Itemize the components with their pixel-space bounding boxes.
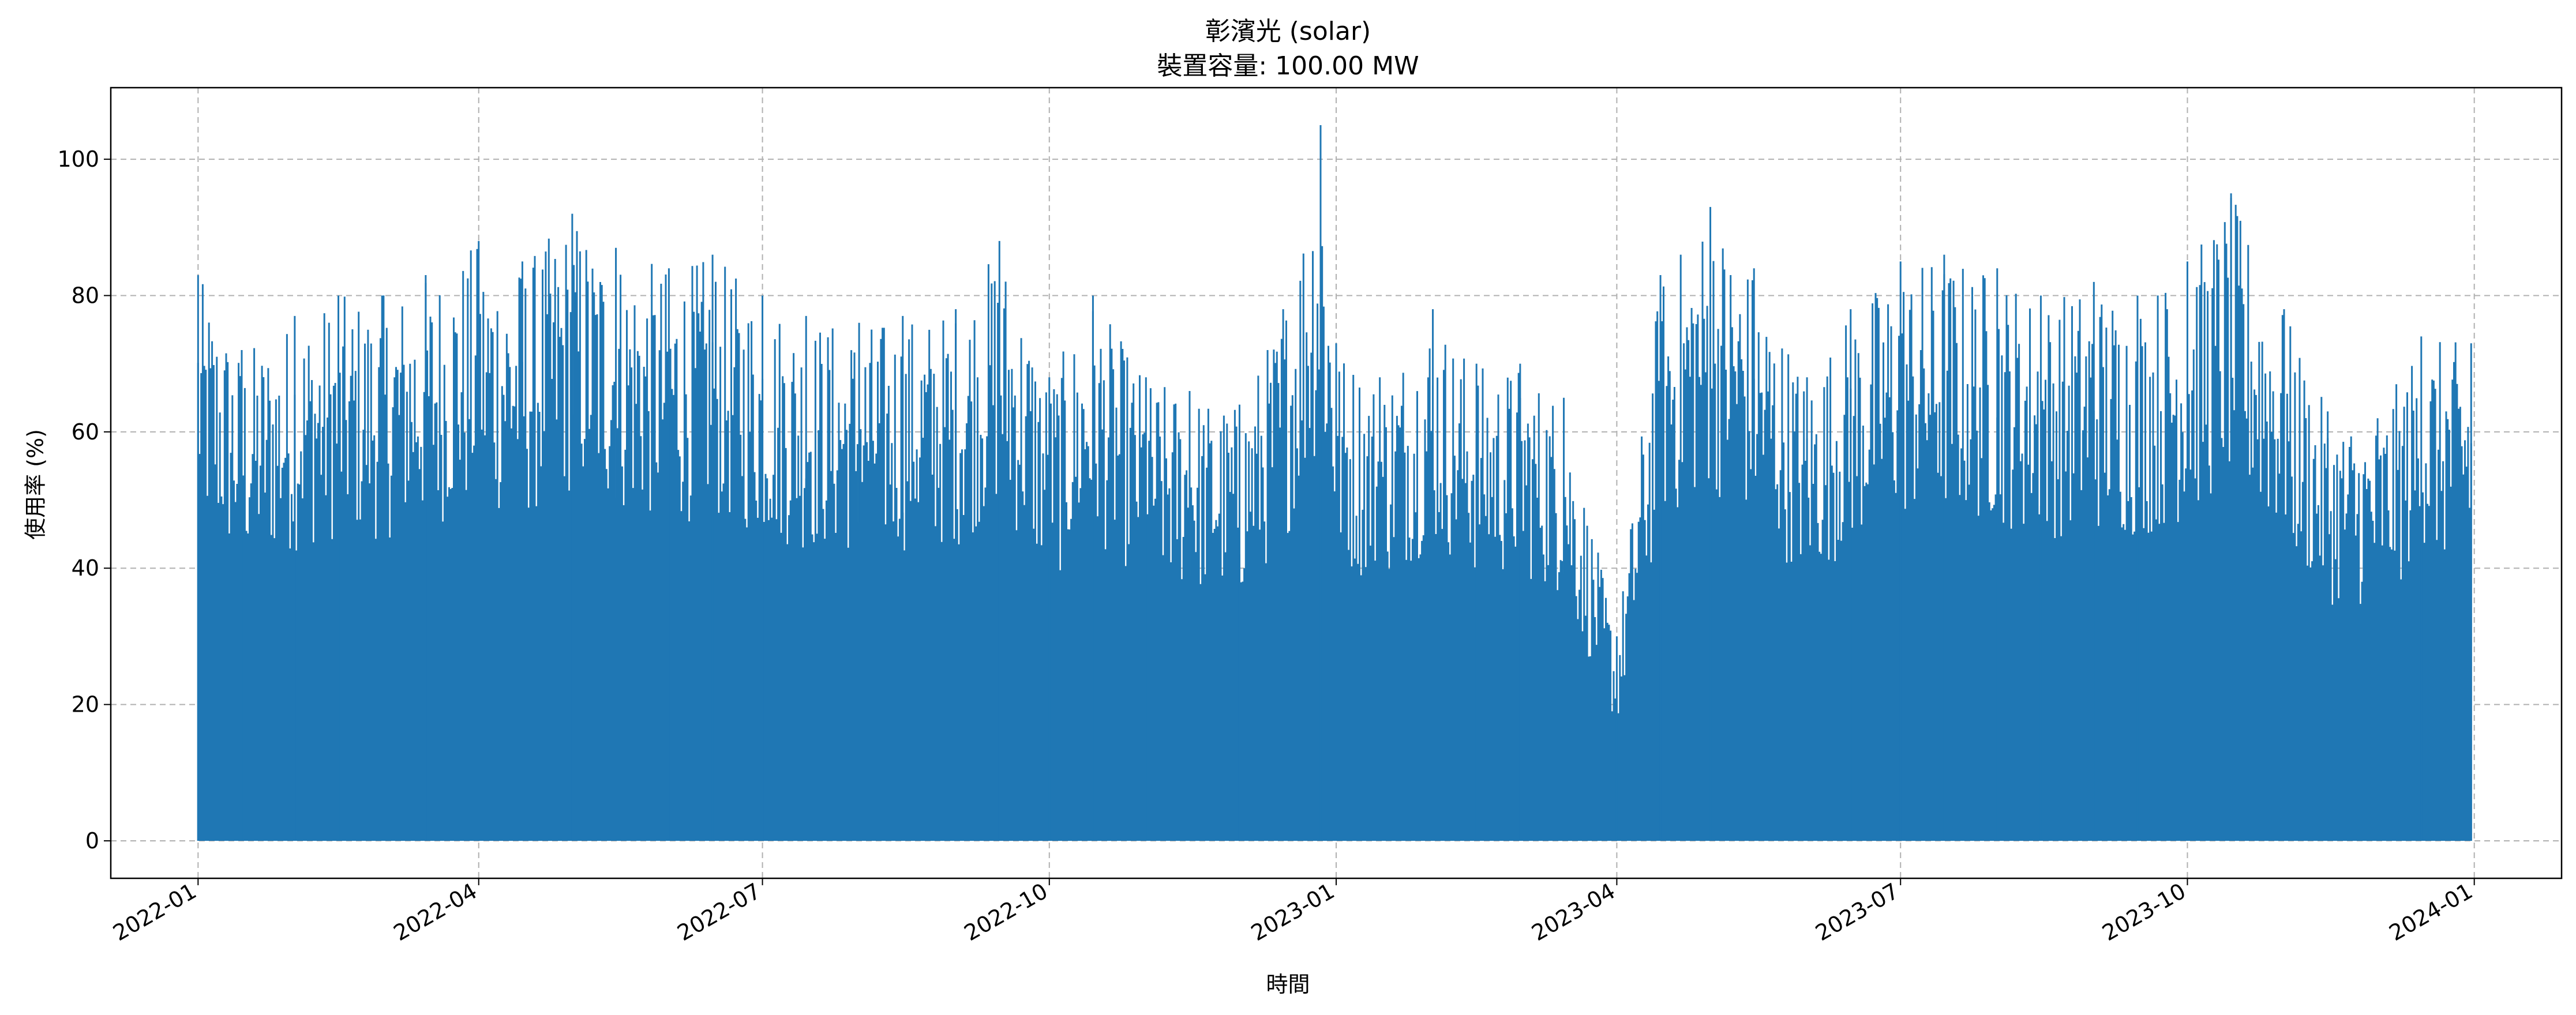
plot-frame — [110, 87, 2563, 879]
y-tick-label: 100 — [57, 146, 99, 172]
chart-title: 彰濱光 (solar) — [1205, 17, 1371, 46]
x-tick-label: 2023-10 — [2098, 878, 2190, 946]
x-tick-label: 2023-04 — [1527, 878, 1619, 946]
y-tick-label: 0 — [85, 828, 99, 854]
series-solar-line — [197, 198, 2472, 841]
x-tick-label: 2022-01 — [108, 878, 201, 946]
x-tick-label: 2023-01 — [1247, 878, 1339, 946]
y-tick-label: 60 — [72, 419, 99, 445]
chart-subtitle: 裝置容量: 100.00 MW — [1157, 51, 1419, 81]
x-tick-label: 2022-07 — [673, 878, 766, 946]
x-tick-label: 2024-01 — [2385, 878, 2477, 946]
x-axis-label: 時間 — [1266, 972, 1310, 997]
y-tick-label: 20 — [72, 692, 99, 717]
x-tick-label: 2022-04 — [389, 878, 482, 946]
y-tick-label: 40 — [72, 555, 99, 581]
y-tick-label: 80 — [72, 283, 99, 308]
x-tick-label: 2022-10 — [960, 878, 1052, 946]
y-axis-label: 使用率 (%) — [23, 429, 48, 540]
x-tick-label: 2023-07 — [1811, 878, 1903, 946]
